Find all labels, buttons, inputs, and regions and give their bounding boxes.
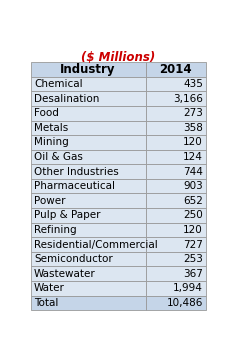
Text: Food: Food	[34, 108, 59, 118]
Bar	[146, 281, 206, 295]
Text: 358: 358	[183, 123, 203, 133]
Text: 120: 120	[183, 138, 203, 147]
Text: 250: 250	[183, 210, 203, 220]
Bar	[31, 223, 146, 237]
Text: 120: 120	[183, 225, 203, 235]
Bar	[146, 237, 206, 252]
Bar	[31, 62, 146, 77]
Bar	[31, 135, 146, 150]
Bar	[31, 164, 146, 179]
Text: Oil & Gas: Oil & Gas	[34, 152, 83, 162]
Bar	[146, 252, 206, 266]
Bar	[146, 91, 206, 106]
Bar	[146, 164, 206, 179]
Text: Total: Total	[34, 298, 58, 308]
Text: Industry: Industry	[60, 63, 116, 76]
Text: 253: 253	[183, 254, 203, 264]
Bar	[146, 62, 206, 77]
Text: 903: 903	[183, 181, 203, 191]
Text: ($ Millions): ($ Millions)	[81, 51, 155, 64]
Text: Mining: Mining	[34, 138, 69, 147]
Bar	[146, 106, 206, 120]
Text: 10,486: 10,486	[167, 298, 203, 308]
Bar	[31, 208, 146, 223]
Text: 727: 727	[183, 239, 203, 250]
Text: 3,166: 3,166	[173, 94, 203, 104]
Text: 1,994: 1,994	[173, 283, 203, 293]
Bar	[146, 135, 206, 150]
Bar	[31, 150, 146, 164]
Text: 2014: 2014	[160, 63, 192, 76]
Text: Semiconductor: Semiconductor	[34, 254, 113, 264]
Bar	[146, 77, 206, 91]
Bar	[31, 120, 146, 135]
Text: 652: 652	[183, 196, 203, 206]
Bar	[146, 150, 206, 164]
Text: Water: Water	[34, 283, 65, 293]
Bar	[31, 106, 146, 120]
Bar	[31, 266, 146, 281]
Text: Chemical: Chemical	[34, 79, 82, 89]
Text: Other Industries: Other Industries	[34, 167, 119, 177]
Text: 744: 744	[183, 167, 203, 177]
Text: 273: 273	[183, 108, 203, 118]
Text: Desalination: Desalination	[34, 94, 99, 104]
Bar	[31, 281, 146, 295]
Bar	[31, 179, 146, 194]
Text: Pulp & Paper: Pulp & Paper	[34, 210, 100, 220]
Bar	[146, 179, 206, 194]
Text: 435: 435	[183, 79, 203, 89]
Bar	[146, 223, 206, 237]
Bar	[31, 237, 146, 252]
Text: Power: Power	[34, 196, 65, 206]
Bar	[146, 208, 206, 223]
Bar	[146, 194, 206, 208]
Text: Metals: Metals	[34, 123, 68, 133]
Bar	[31, 252, 146, 266]
Bar	[146, 120, 206, 135]
Text: Refining: Refining	[34, 225, 76, 235]
Bar	[31, 91, 146, 106]
Text: Residential/Commercial: Residential/Commercial	[34, 239, 158, 250]
Text: Wastewater: Wastewater	[34, 269, 96, 279]
Text: 124: 124	[183, 152, 203, 162]
Text: 367: 367	[183, 269, 203, 279]
Bar	[31, 77, 146, 91]
Bar	[146, 266, 206, 281]
Text: Pharmaceutical: Pharmaceutical	[34, 181, 115, 191]
Bar	[31, 194, 146, 208]
Bar	[31, 295, 146, 310]
Bar	[146, 295, 206, 310]
